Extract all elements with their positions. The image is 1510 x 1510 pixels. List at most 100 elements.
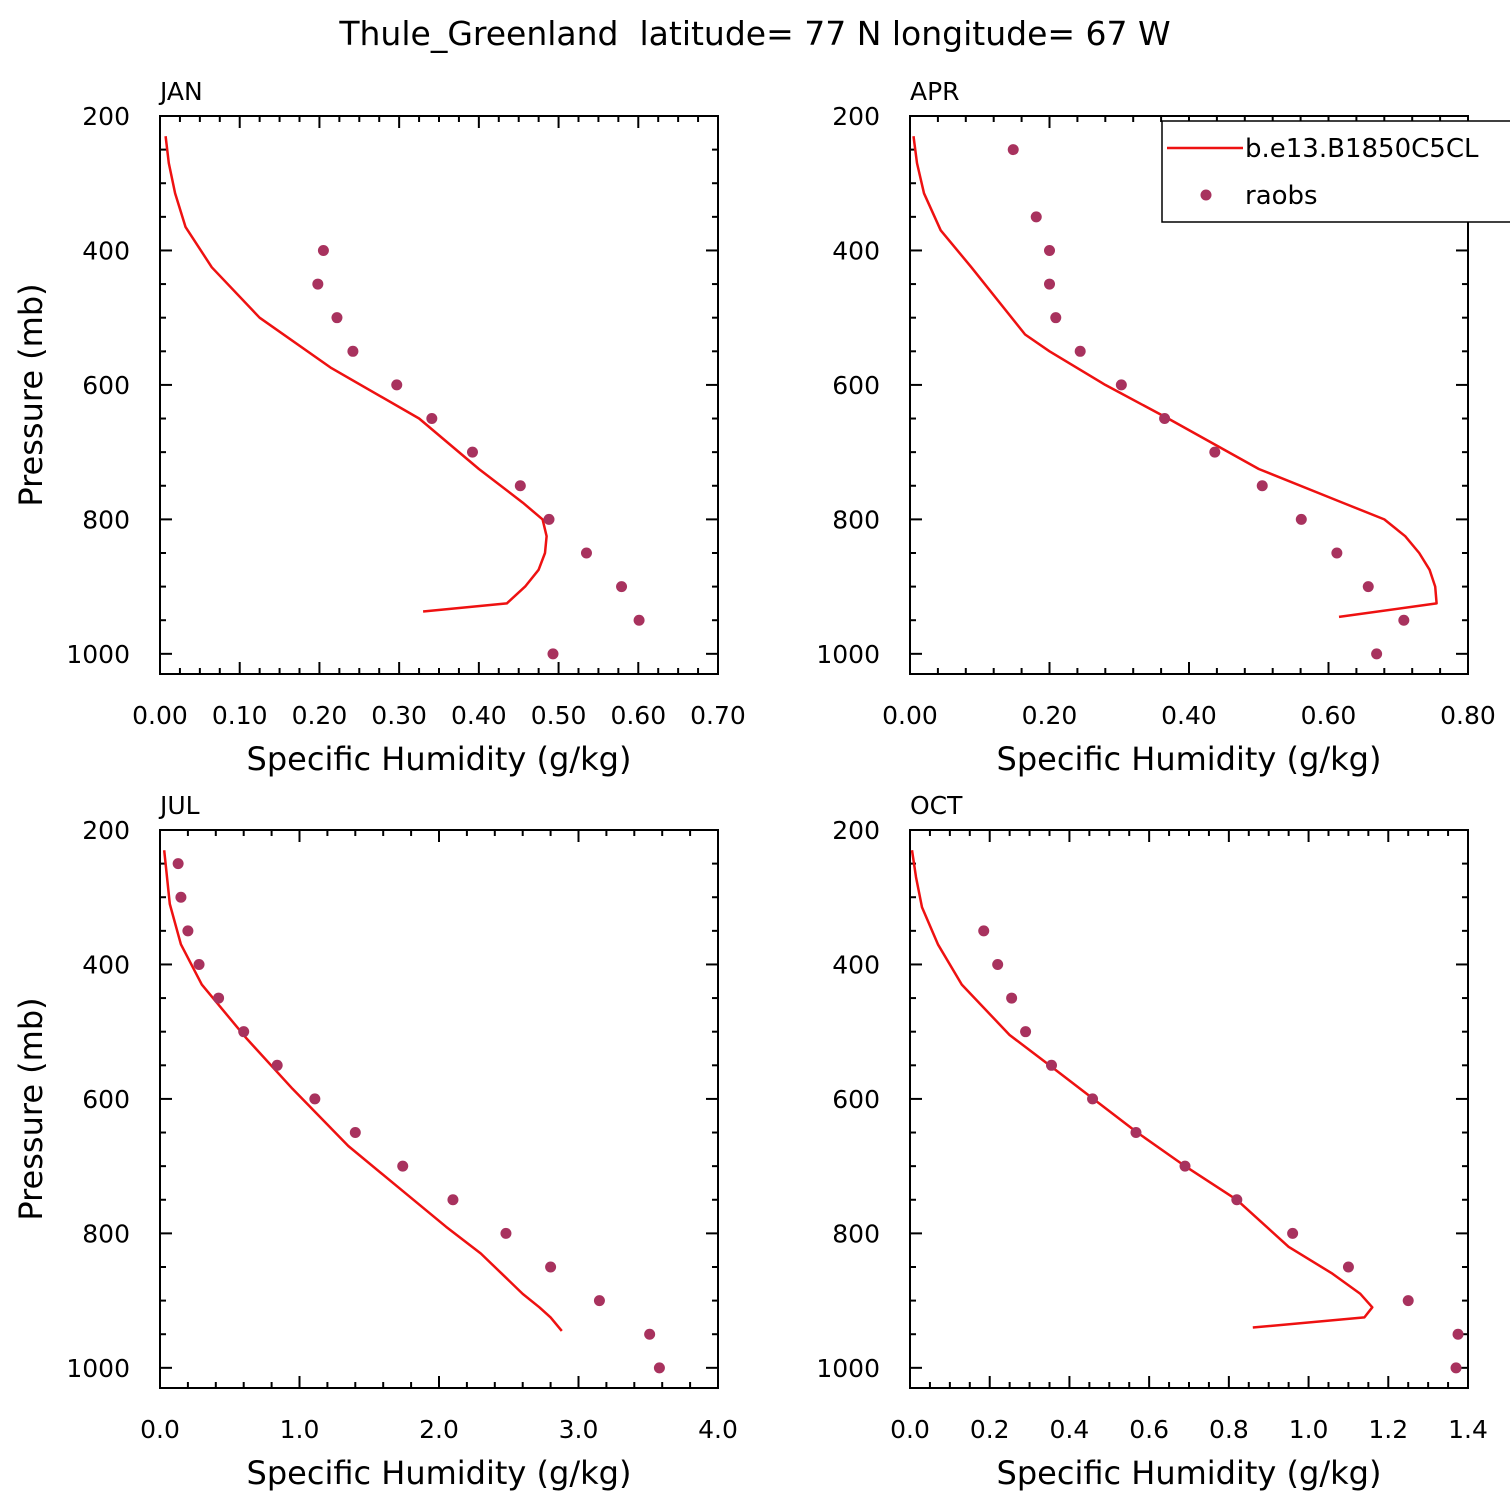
- raobs-point: [213, 992, 225, 1004]
- raobs-point: [580, 547, 592, 559]
- y-tick-label: 600: [82, 371, 130, 400]
- x-tick-label: 1.0: [1289, 1415, 1329, 1444]
- x-tick-label: 0.70: [690, 701, 746, 730]
- raobs-point: [1362, 581, 1374, 593]
- raobs-point: [1342, 1261, 1354, 1273]
- raobs-point: [309, 1093, 321, 1105]
- raobs-point: [616, 581, 628, 593]
- raobs-point: [992, 958, 1004, 970]
- x-tick-label: 0.00: [882, 701, 938, 730]
- legend-model-label: b.e13.B1850C5CL: [1245, 134, 1479, 164]
- x-tick-label: 0.2: [970, 1415, 1010, 1444]
- raobs-point: [466, 446, 478, 458]
- raobs-point: [1006, 992, 1018, 1004]
- x-tick-label: 0.0: [890, 1415, 930, 1444]
- raobs-point: [1452, 1328, 1464, 1340]
- raobs-point: [633, 614, 645, 626]
- raobs-point: [644, 1328, 656, 1340]
- raobs-point: [175, 891, 187, 903]
- raobs-point: [1256, 480, 1268, 492]
- y-tick-label: 600: [82, 1085, 130, 1114]
- raobs-point: [547, 648, 559, 660]
- x-tick-label: 0.60: [1301, 701, 1357, 730]
- raobs-point: [543, 513, 555, 525]
- raobs-point: [331, 312, 343, 324]
- y-tick-label: 1000: [816, 640, 880, 669]
- raobs-point: [271, 1059, 283, 1071]
- x-tick-label: 0.4: [1050, 1415, 1090, 1444]
- y-tick-label: 800: [82, 505, 130, 534]
- raobs-point: [1030, 211, 1042, 223]
- raobs-point: [514, 480, 526, 492]
- raobs-point: [426, 413, 438, 425]
- panel-jul: JUL 200 400 600 800 1000 0.0 1.0 2.0 3.0 4.0 Specif…: [12, 791, 738, 1492]
- x-tick-label: 0.10: [212, 701, 268, 730]
- raobs-point: [653, 1362, 665, 1374]
- x-axis-label: Specific Humidity (g/kg): [997, 1454, 1382, 1492]
- x-tick-label: 0.50: [531, 701, 587, 730]
- model-line: [910, 850, 1374, 1329]
- y-axis-label: Pressure (mb): [12, 283, 50, 506]
- y-tick-label: 600: [832, 371, 880, 400]
- raobs-point: [500, 1227, 512, 1239]
- panel-apr: APR 200 400 600 800 1000 0.00 0.20 0.40 0.60 0.80 S…: [816, 77, 1495, 778]
- x-axis-label: Specific Humidity (g/kg): [997, 740, 1382, 778]
- raobs-point: [1044, 278, 1055, 290]
- panel-label: JUL: [158, 791, 200, 820]
- raobs-point: [1074, 345, 1086, 357]
- raobs-point: [349, 1127, 361, 1139]
- raobs-point: [1402, 1295, 1414, 1307]
- raobs-point: [1044, 244, 1055, 256]
- raobs-point: [1050, 312, 1062, 324]
- y-tick-label: 800: [82, 1219, 130, 1248]
- x-tick-label: 0.30: [371, 701, 427, 730]
- y-tick-label: 1000: [66, 640, 130, 669]
- raobs-point: [593, 1295, 605, 1307]
- y-tick-label: 1000: [816, 1354, 880, 1383]
- model-line: [162, 850, 563, 1332]
- y-axis-label: Pressure (mb): [12, 997, 50, 1220]
- y-tick-label: 400: [82, 236, 130, 265]
- figure-title: Thule_Greenland latitude= 77 N longitude…: [338, 14, 1170, 53]
- x-tick-label: 0.80: [1440, 701, 1496, 730]
- x-tick-label: 2.0: [419, 1415, 459, 1444]
- x-tick-label: 0.60: [610, 701, 666, 730]
- model-line: [912, 136, 1438, 619]
- raobs-point: [978, 925, 990, 937]
- x-tick-label: 0.20: [1022, 701, 1078, 730]
- x-tick-label: 0.20: [292, 701, 348, 730]
- x-tick-label: 0.40: [1161, 701, 1217, 730]
- plot-frame: [159, 829, 719, 1389]
- y-tick-label: 200: [832, 102, 880, 131]
- panel-label: APR: [910, 77, 960, 106]
- raobs-point: [1087, 1093, 1099, 1105]
- raobs-point: [1007, 144, 1019, 156]
- y-tick-label: 200: [832, 816, 880, 845]
- panel-jan: JAN 200 400 600 800 1000 0.00 0.10 0.20 0.30 0.40 0…: [12, 77, 746, 778]
- raobs-point: [545, 1261, 557, 1273]
- raobs-point: [1130, 1127, 1142, 1139]
- x-tick-label: 1.0: [280, 1415, 320, 1444]
- plot-frame: [909, 829, 1469, 1389]
- raobs-point: [1159, 413, 1171, 425]
- y-tick-label: 1000: [66, 1354, 130, 1383]
- raobs-point: [391, 379, 403, 391]
- raobs-point: [1371, 648, 1383, 660]
- raobs-point: [1209, 446, 1221, 458]
- y-tick-label: 400: [82, 950, 130, 979]
- raobs-point: [1179, 1160, 1191, 1172]
- raobs-point: [1398, 614, 1410, 626]
- x-tick-label: 0.00: [132, 701, 188, 730]
- raobs-point: [1045, 1059, 1057, 1071]
- panels: JAN 200 400 600 800 1000 0.00 0.10 0.20 0.30 0.40 0…: [12, 77, 1510, 1492]
- raobs-point: [1115, 379, 1127, 391]
- x-tick-label: 0.40: [451, 701, 507, 730]
- panel-label: OCT: [910, 791, 963, 820]
- raobs-point: [182, 925, 194, 937]
- y-tick-label: 400: [832, 950, 880, 979]
- legend-dot-swatch: [1200, 189, 1212, 201]
- x-tick-label: 1.2: [1368, 1415, 1408, 1444]
- y-tick-label: 200: [82, 102, 130, 131]
- x-tick-label: 0.6: [1129, 1415, 1169, 1444]
